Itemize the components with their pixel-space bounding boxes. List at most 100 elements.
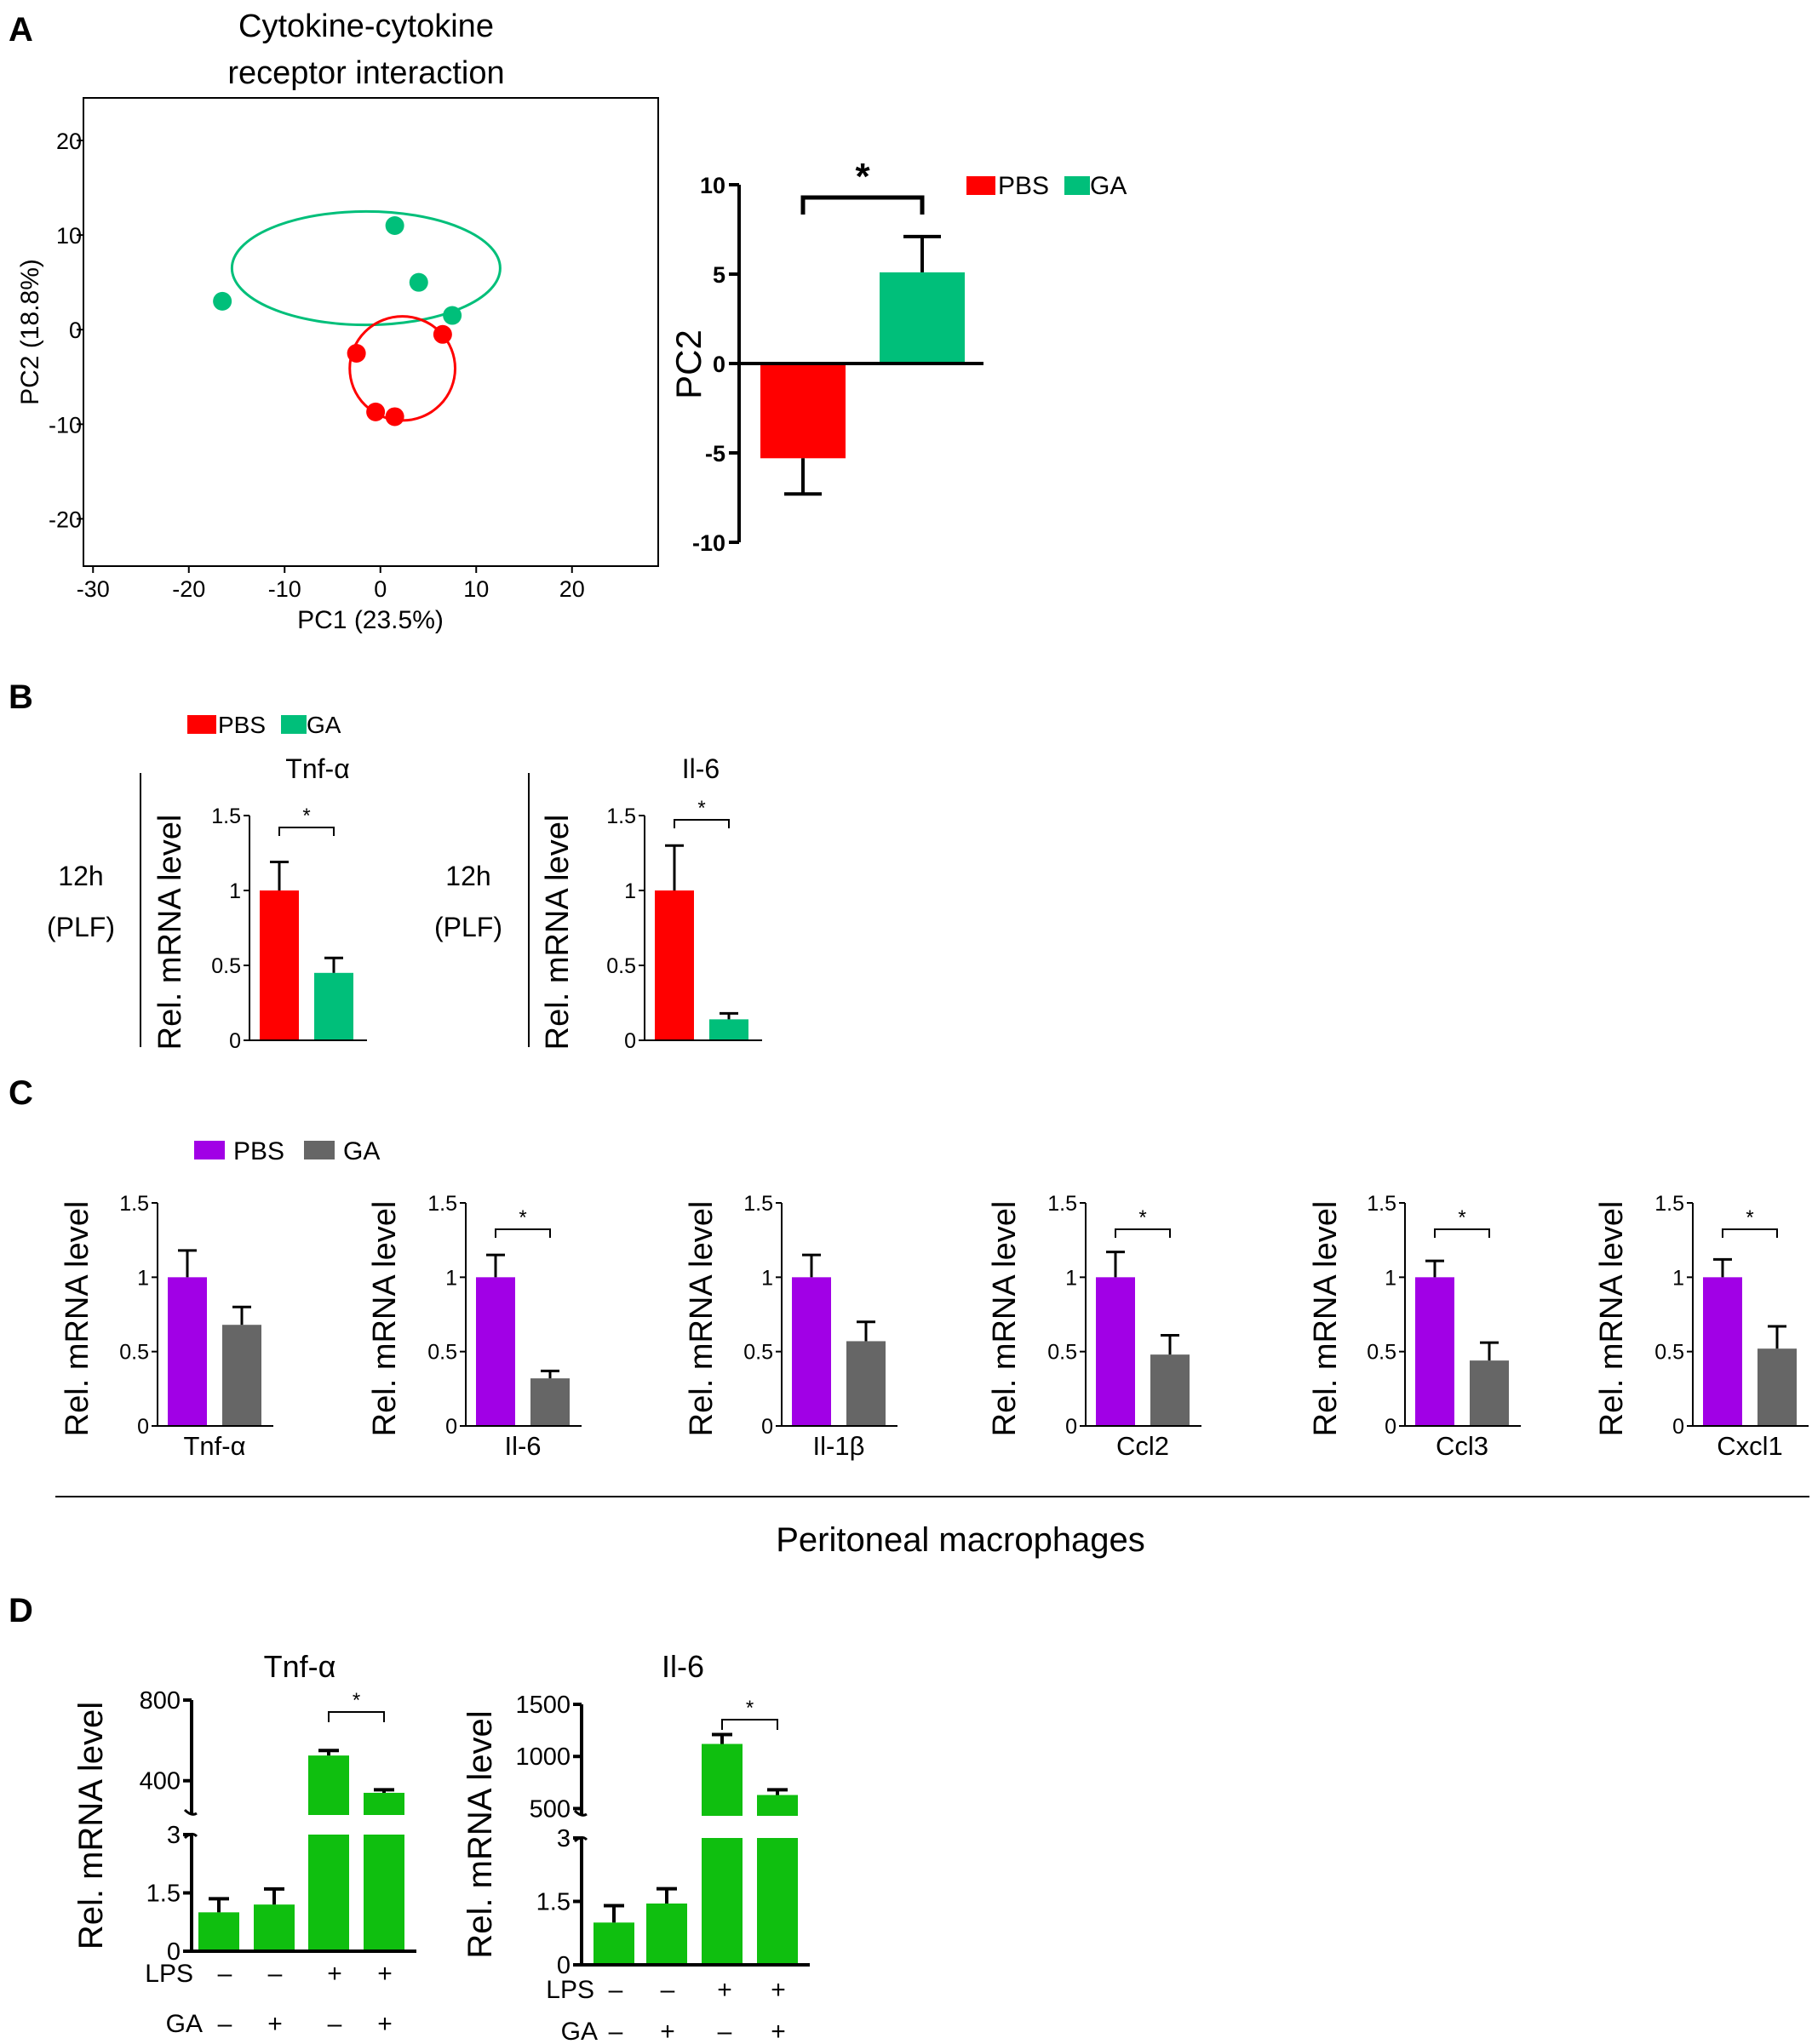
y-tick-label: 1.5 — [606, 804, 636, 828]
legend-a: PBS GA — [966, 172, 1127, 200]
pca-point-ga — [443, 306, 462, 325]
bar-pbs — [1096, 1277, 1135, 1426]
significance-bracket — [1115, 1228, 1171, 1238]
significance-bracket — [721, 1719, 778, 1730]
panel-letter-d: D — [9, 1592, 33, 1629]
y-tick-label: 0.5 — [1654, 1341, 1684, 1365]
pc2-y-tick-label: -10 — [692, 530, 725, 556]
d-tnf-ga-sign-1: – — [218, 2010, 232, 2038]
bar-4-upper — [364, 1792, 404, 1815]
bar-4-lower — [364, 1835, 404, 1951]
gene-label: Ccl3 — [1436, 1431, 1488, 1461]
legend-c-pbs-swatch — [194, 1141, 225, 1159]
y-tick-label: 1.5 — [1654, 1192, 1684, 1216]
d-il6-lps-sign-1: – — [609, 1976, 623, 2004]
y-tick-label: 0.5 — [427, 1341, 457, 1365]
pca-y-tick-label: 10 — [56, 223, 82, 249]
y-tick-label-upper: 800 — [140, 1687, 181, 1715]
y-tick-label: 0.5 — [1367, 1341, 1396, 1365]
significance-bracket — [495, 1228, 551, 1238]
c-il6-chart: 0 0.5 1 1.5 * Il-6 Rel. mRNA level — [367, 1192, 582, 1461]
y-tick-label: 1 — [229, 879, 241, 903]
pc2-significance-star: * — [855, 156, 870, 198]
d-il6-ga-sign-4: + — [771, 2018, 786, 2044]
bar-pbs — [168, 1277, 207, 1426]
pca-x-tick-label: -30 — [77, 576, 110, 602]
y-axis-label: Rel. mRNA level — [1308, 1201, 1344, 1437]
d-il6-lps-sign-4: + — [771, 1976, 786, 2004]
y-tick-label: 0 — [761, 1415, 773, 1439]
significance-bracket — [1722, 1228, 1778, 1238]
bar-pbs — [792, 1277, 831, 1426]
bar-ga — [709, 1019, 748, 1040]
pca-y-tick-label: -10 — [49, 412, 82, 438]
y-tick-label-upper: 1500 — [515, 1692, 571, 1719]
y-axis-label: Rel. mRNA level — [367, 1201, 403, 1437]
significance-star: * — [1138, 1206, 1146, 1229]
legend-b-pbs-swatch — [187, 715, 216, 734]
y-tick-label: 0.5 — [606, 954, 636, 978]
pca-point-ga — [409, 272, 428, 292]
y-tick-label: 1 — [1672, 1266, 1684, 1290]
bar-pbs — [476, 1277, 515, 1426]
gene-label: Tnf-α — [183, 1431, 245, 1461]
significance-star: * — [1458, 1206, 1465, 1229]
y-tick-label: 1 — [1385, 1266, 1396, 1290]
pc2-y-tick-label: 10 — [700, 173, 725, 198]
pca-scatter-plot: -30 -20 -10 0 10 20 -20 -10 0 10 20 — [49, 97, 659, 602]
bar-ga — [1470, 1360, 1509, 1426]
bar-1 — [198, 1912, 239, 1951]
pca-plot-frame — [83, 97, 659, 567]
d-tnf-lps-sign-4: + — [377, 1960, 393, 1988]
y-tick-label-lower: 0 — [167, 1938, 181, 1966]
pca-point-ga — [213, 291, 232, 311]
b-row-label-site-2: (PLF) — [434, 912, 502, 942]
panel-letter-b: B — [9, 678, 33, 716]
chart-title: Tnf-α — [264, 1649, 336, 1684]
pc2-y-tick-label: 5 — [713, 262, 725, 288]
legend-c-pbs-label: PBS — [233, 1137, 284, 1165]
bar-ga — [222, 1325, 261, 1426]
significance-star: * — [1746, 1206, 1753, 1229]
pc2-bar-chart: 10 5 0 -5 -10 * — [692, 156, 983, 556]
y-tick-label-lower: 0 — [557, 1952, 571, 1979]
d-il6-ga-sign-2: + — [660, 2018, 675, 2044]
axis-break-mark-upper — [183, 1808, 198, 1816]
significance-bracket — [1434, 1228, 1490, 1238]
d-tnf-lps-sign-3: + — [327, 1960, 342, 1988]
y-tick-label-upper: 500 — [530, 1795, 571, 1823]
y-tick-label: 0.5 — [1047, 1341, 1077, 1365]
y-tick-label: 1.5 — [743, 1192, 773, 1216]
pc2-bar-pbs — [760, 364, 846, 459]
y-tick-label: 0 — [1672, 1415, 1684, 1439]
pc2-significance-bracket — [800, 195, 925, 215]
b-row-label-time-1: 12h — [58, 861, 103, 891]
pca-point-pbs — [366, 402, 386, 421]
bar-2 — [646, 1903, 687, 1965]
pc2-y-axis-label: PC2 — [668, 329, 708, 399]
gene-label: Il-1β — [813, 1431, 865, 1461]
d-il6-ga-sign-3: – — [718, 2018, 732, 2044]
pc2-bar-ga — [880, 272, 965, 364]
bar-pbs — [1703, 1277, 1742, 1426]
d-il6-lps-sign-2: – — [661, 1976, 675, 2004]
d-tnf-ga-sign-4: + — [377, 2010, 393, 2038]
y-tick-label: 1 — [137, 1266, 149, 1290]
pca-point-pbs — [433, 324, 452, 344]
pca-title-line1: Cytokine-cytokine — [238, 9, 494, 44]
pca-point-pbs — [347, 344, 366, 363]
d-tnf-ga-row-label: GA — [166, 2010, 203, 2038]
pca-y-tick-label: 20 — [56, 129, 82, 154]
pca-x-axis-label: PC1 (23.5%) — [297, 606, 444, 634]
y-tick-label: 0.5 — [119, 1341, 149, 1365]
legend-c: PBS GA — [194, 1137, 380, 1165]
pca-x-tick-label: -10 — [268, 576, 301, 602]
b-il6-chart: 0 0.5 1 1.5 * Il-6 Rel. mRNA level — [540, 753, 762, 1053]
y-tick-label: 1 — [761, 1266, 773, 1290]
y-tick-label: 0.5 — [743, 1341, 773, 1365]
y-axis-label: Rel. mRNA level — [72, 1702, 110, 1950]
y-axis-label: Rel. mRNA level — [540, 815, 576, 1051]
y-tick-label: 0 — [229, 1029, 241, 1053]
bar-ga — [1150, 1354, 1190, 1426]
